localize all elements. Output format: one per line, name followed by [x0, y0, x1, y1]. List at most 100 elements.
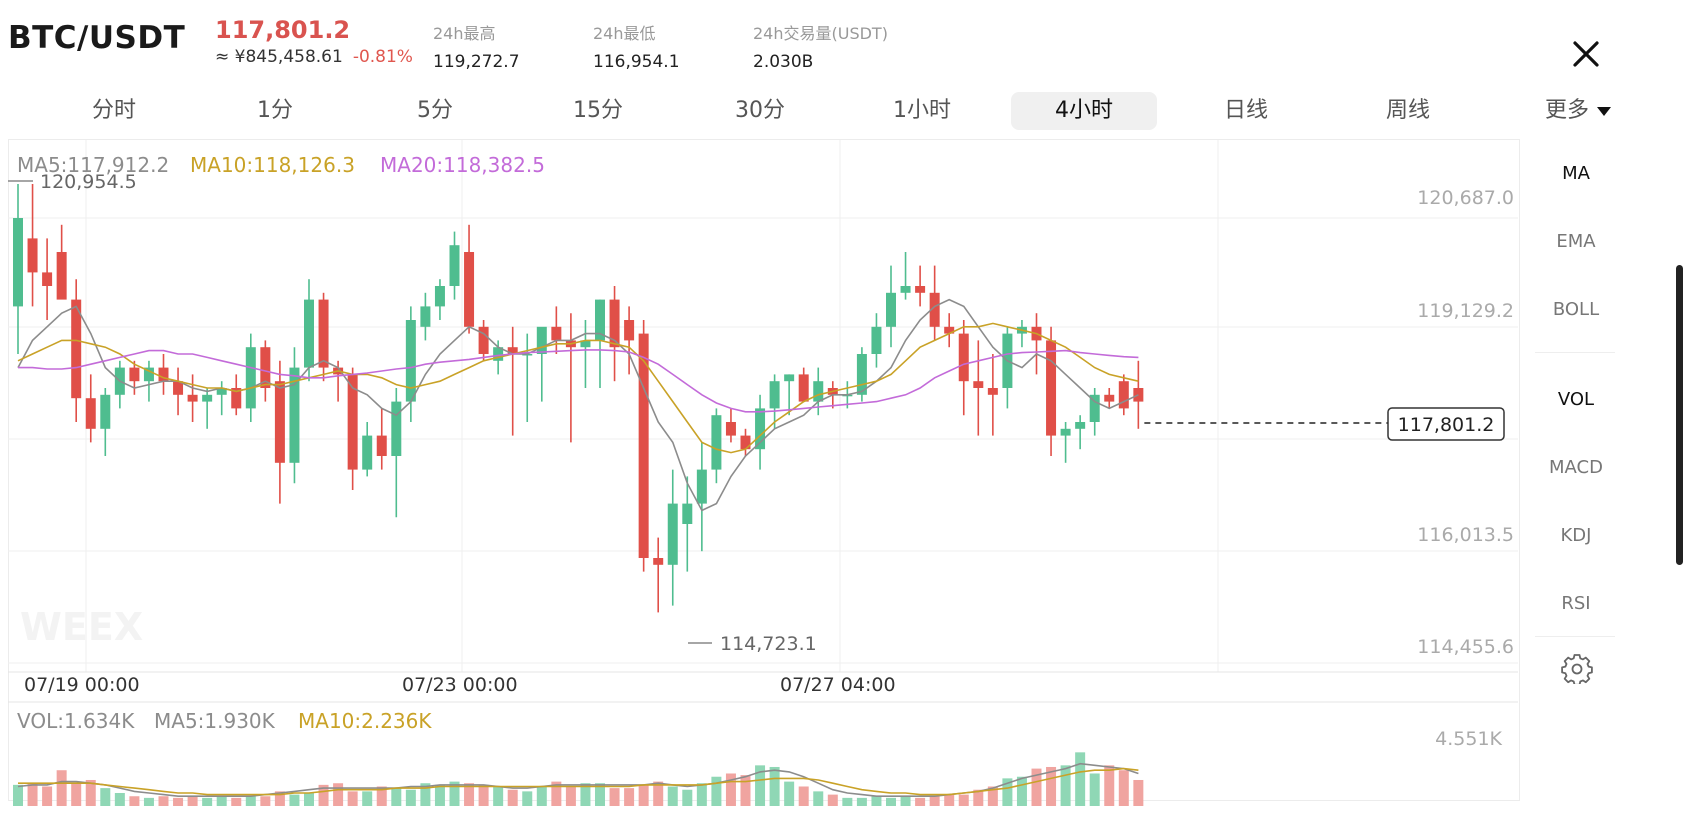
chart-grid — [8, 140, 1518, 672]
candle-body — [56, 252, 67, 300]
candle-body — [1075, 422, 1086, 429]
indicator-divider — [1535, 352, 1615, 353]
kline-chart[interactable]: WEEX MA5:117,912.2 MA10:118,126.3 MA20:1… — [0, 130, 1520, 810]
volume-bar — [507, 789, 518, 806]
tab-30m[interactable]: 30分 — [735, 98, 785, 123]
tab-4h[interactable]: 4小时 — [1011, 92, 1157, 130]
candle — [391, 388, 402, 518]
tab-5m[interactable]: 5分 — [417, 98, 453, 123]
ma-lines — [17, 298, 1139, 512]
tab-1m[interactable]: 1分 — [257, 98, 293, 123]
stat-label: 24h最低 — [593, 24, 656, 43]
volume-bar — [624, 788, 635, 806]
candle-body — [624, 320, 635, 341]
volume-bar — [900, 796, 911, 806]
volume-bar — [1133, 779, 1144, 806]
volume-bar — [56, 770, 67, 806]
tab-1d[interactable]: 日线 — [1223, 98, 1268, 123]
stat-24h-low: 24h最低 116,954.1 — [593, 20, 680, 72]
candle — [420, 292, 431, 341]
indicator-macd[interactable]: MACD — [1549, 457, 1603, 478]
candle — [624, 306, 635, 375]
candle-body — [682, 503, 693, 524]
candle — [595, 299, 605, 388]
volume-bar — [653, 781, 664, 806]
candle — [1060, 422, 1071, 463]
candle-body — [405, 320, 416, 402]
volume-bar — [202, 797, 213, 806]
indicator-boll[interactable]: BOLL — [1552, 299, 1600, 320]
candle — [304, 279, 314, 382]
volume-bar — [682, 789, 693, 806]
candle — [682, 476, 693, 572]
candle-body — [536, 326, 547, 354]
candle-body — [667, 503, 678, 565]
close-button[interactable] — [1570, 38, 1602, 70]
more-label: 更多 — [1545, 98, 1590, 123]
stat-value: 119,272.7 — [433, 52, 520, 72]
candle — [27, 184, 38, 307]
volume-ma5-k-line — [17, 762, 1139, 798]
tab-1h[interactable]: 1小时 — [893, 98, 951, 123]
candle-body — [449, 245, 460, 286]
indicator-vol[interactable]: VOL — [1557, 389, 1595, 410]
volume-bar — [173, 797, 184, 806]
volume-bar — [958, 794, 969, 806]
volume-bar — [493, 786, 504, 806]
indicator-rsi[interactable]: RSI — [1561, 593, 1591, 614]
candle-body — [595, 299, 605, 341]
ma5-line — [17, 298, 1139, 512]
gear-icon — [1561, 654, 1593, 686]
scrollbar[interactable] — [1676, 265, 1683, 565]
candle — [653, 537, 664, 613]
ma20-legend: MA20:118,382.5 — [380, 153, 545, 177]
candle-body — [551, 326, 562, 341]
candle — [784, 374, 795, 416]
tab-1w[interactable]: 周线 — [1385, 98, 1430, 123]
candle-body — [27, 238, 38, 273]
ma20-line — [18, 349, 1139, 413]
volume-bar — [565, 786, 576, 806]
candle — [958, 320, 969, 416]
candle — [85, 374, 96, 443]
volume-bar — [100, 788, 111, 806]
candle — [274, 360, 285, 504]
candle — [449, 231, 460, 300]
indicator-ma[interactable]: MA — [1562, 163, 1590, 184]
candle-body — [216, 388, 227, 395]
indicator-ema[interactable]: EMA — [1556, 231, 1596, 252]
volume-bar — [842, 797, 853, 806]
volume-bar — [114, 792, 125, 806]
indicator-kdj[interactable]: KDJ — [1560, 525, 1592, 546]
candle — [565, 313, 576, 443]
ma5-legend: MA5:117,912.2 — [17, 153, 169, 177]
fiat-price-row: ≈ ¥845,458.61 -0.81% — [215, 47, 413, 67]
candle — [1046, 326, 1057, 456]
last-price: 117,801.2 — [215, 16, 351, 44]
candle-body — [71, 299, 82, 399]
candle — [522, 333, 533, 422]
ma10-legend: MA10:118,126.3 — [190, 153, 355, 177]
tab-time-share[interactable]: 分时 — [91, 98, 136, 123]
candle — [1031, 313, 1042, 375]
candle-body — [798, 374, 809, 402]
volume-bar — [1002, 778, 1013, 806]
candle-body — [260, 347, 271, 388]
chart-settings-button[interactable] — [1561, 652, 1593, 686]
candle — [609, 286, 620, 382]
candle-body — [85, 398, 96, 429]
volume-bar — [551, 781, 562, 806]
volume-bar — [129, 796, 140, 806]
more-timeframes-dropdown[interactable]: 更多 — [1545, 92, 1612, 130]
candle — [187, 374, 198, 422]
candle-body — [638, 333, 649, 558]
stat-value: 116,954.1 — [593, 52, 680, 72]
current-price-tag: 117,801.2 — [1398, 414, 1495, 436]
min-price-marker: 114,723.1 — [720, 633, 817, 655]
y-axis-label: 120,687.0 — [1417, 187, 1514, 209]
volume-bar — [725, 773, 736, 806]
volume-bar — [915, 797, 926, 806]
tab-15m[interactable]: 15分 — [573, 98, 623, 123]
candle — [1002, 326, 1013, 409]
candlesticks — [13, 184, 1144, 613]
